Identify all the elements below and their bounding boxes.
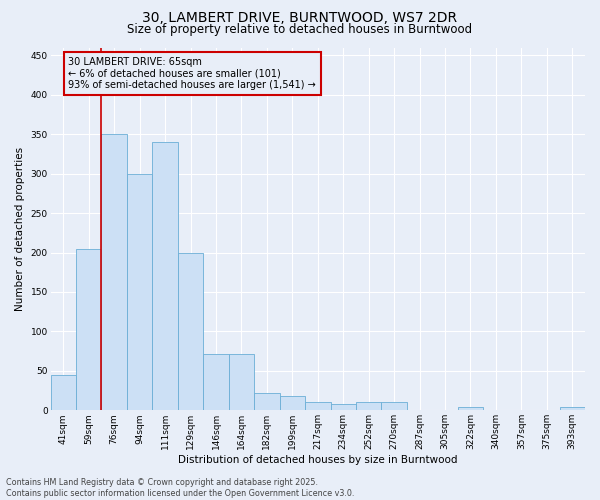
Bar xyxy=(50,375,76,410)
Text: Contains HM Land Registry data © Crown copyright and database right 2025.
Contai: Contains HM Land Registry data © Crown c… xyxy=(6,478,355,498)
Bar xyxy=(382,402,407,410)
Bar xyxy=(229,354,254,410)
Text: Size of property relative to detached houses in Burntwood: Size of property relative to detached ho… xyxy=(127,22,473,36)
Bar xyxy=(280,396,305,410)
Y-axis label: Number of detached properties: Number of detached properties xyxy=(15,147,25,311)
Bar xyxy=(178,252,203,410)
Bar xyxy=(305,402,331,410)
Text: 30, LAMBERT DRIVE, BURNTWOOD, WS7 2DR: 30, LAMBERT DRIVE, BURNTWOOD, WS7 2DR xyxy=(142,11,458,25)
Bar xyxy=(76,248,101,410)
Bar xyxy=(458,407,483,410)
Bar xyxy=(254,393,280,410)
Bar xyxy=(152,142,178,410)
Bar xyxy=(560,407,585,410)
Bar xyxy=(101,134,127,410)
X-axis label: Distribution of detached houses by size in Burntwood: Distribution of detached houses by size … xyxy=(178,455,458,465)
Text: 30 LAMBERT DRIVE: 65sqm
← 6% of detached houses are smaller (101)
93% of semi-de: 30 LAMBERT DRIVE: 65sqm ← 6% of detached… xyxy=(68,57,316,90)
Bar xyxy=(331,404,356,410)
Bar xyxy=(127,174,152,410)
Bar xyxy=(356,402,382,410)
Bar xyxy=(203,354,229,410)
